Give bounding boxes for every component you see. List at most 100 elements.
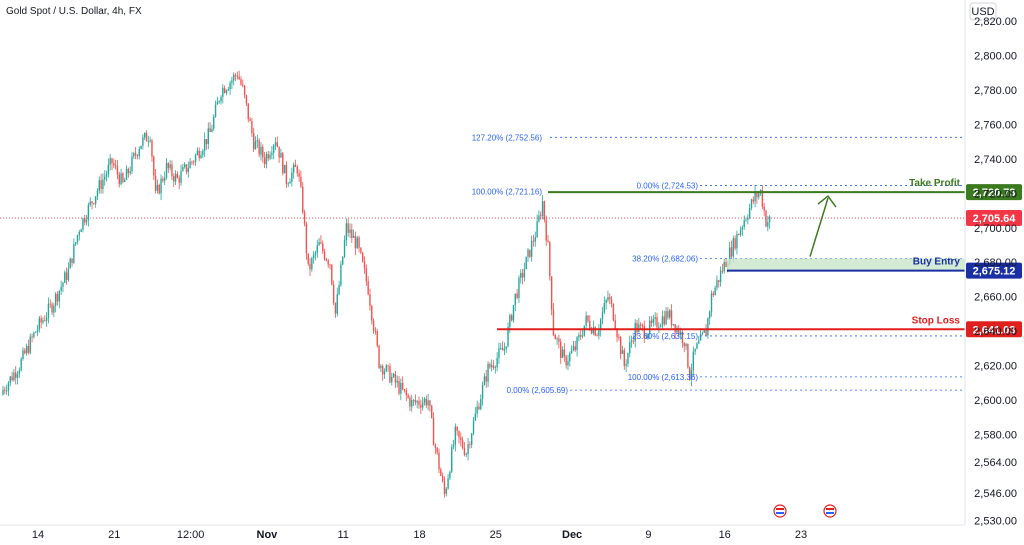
candle [659,323,662,328]
buy-entry-price-tag [966,262,1022,279]
candle [467,437,469,461]
candle-body [471,433,473,445]
candle [638,318,640,333]
candle-body [145,132,148,142]
candle [345,218,348,246]
candle [356,235,358,249]
candle [603,296,606,315]
candle-body [460,437,462,441]
candle-body [104,176,106,180]
candle [556,336,558,345]
candle-body [609,297,611,300]
candle-body [312,254,315,259]
candle [460,432,462,447]
candle [314,250,317,261]
candle-body [251,121,253,134]
candle [698,336,700,345]
candle-body [203,139,206,151]
candle-body [383,371,386,375]
candle [678,325,680,338]
candle-body [129,171,131,174]
y-tick-label: 2,580.00 [974,429,1017,441]
candle-body [523,269,526,278]
candle [149,136,151,143]
candle-body [516,293,518,298]
candle [249,117,251,122]
candle-body [476,406,478,414]
candle-body [736,233,738,249]
candle [541,195,544,220]
candle-body [583,325,586,336]
candle-body [369,294,371,307]
candle [116,159,119,180]
candle-body [320,242,322,244]
event-flag-stripe [826,508,834,510]
candle-body [109,158,111,165]
candle [616,327,618,343]
candle [322,240,324,254]
candle-body [371,306,373,321]
candle [503,342,506,355]
x-tick-label: 14 [32,529,44,541]
candle-body [147,140,150,142]
y-tick-label: 2,546.00 [974,488,1017,500]
candle-body [131,156,133,172]
candle-body [701,332,704,335]
y-tick-label: 2,620.00 [974,360,1017,372]
candle-body [718,280,720,282]
candle [363,256,366,274]
candle-body [387,365,389,367]
currency-box[interactable] [969,2,997,21]
candle-body [180,171,182,183]
candle-body [683,342,685,347]
candle-body [429,400,431,406]
y-tick-label: 2,600.00 [974,395,1017,407]
candle-body [174,173,177,182]
candle-body [381,365,384,375]
candle [451,444,453,474]
candle-body [358,237,360,248]
candle [300,170,302,189]
candle-body [45,317,48,321]
candle-body [349,229,351,233]
candle-body [336,294,338,314]
candle-body [496,357,498,368]
candle-body [538,215,540,222]
candle-body [245,95,248,104]
candle-body [581,335,584,337]
candle [354,231,357,256]
candle [120,168,122,186]
candle-body [418,401,420,406]
candle [22,347,24,361]
candle [609,293,611,305]
candle-body [603,302,606,313]
x-tick-label: 16 [719,529,731,541]
candle [707,317,709,339]
stop-loss-price: 2,641.03 [973,324,1016,336]
candle [338,280,340,296]
candle [501,341,504,351]
candle [560,338,562,364]
candle [191,160,193,166]
candle [469,441,471,449]
candle [458,430,460,444]
candle-body [102,179,104,189]
candle [483,373,486,386]
candle-body [525,256,527,270]
candle [736,230,738,255]
candle-body [705,330,707,336]
candle-body [162,178,164,181]
candle-body [485,376,487,382]
candle-body [389,366,391,383]
current-price-tag [966,210,1022,227]
candle-body [719,270,722,282]
candle [105,170,108,182]
candle-body [376,331,378,346]
candle [74,241,77,247]
candle [54,292,57,313]
candle-body [163,177,166,181]
candle-body [761,189,764,207]
candle [525,256,527,270]
candle-body [452,444,455,448]
